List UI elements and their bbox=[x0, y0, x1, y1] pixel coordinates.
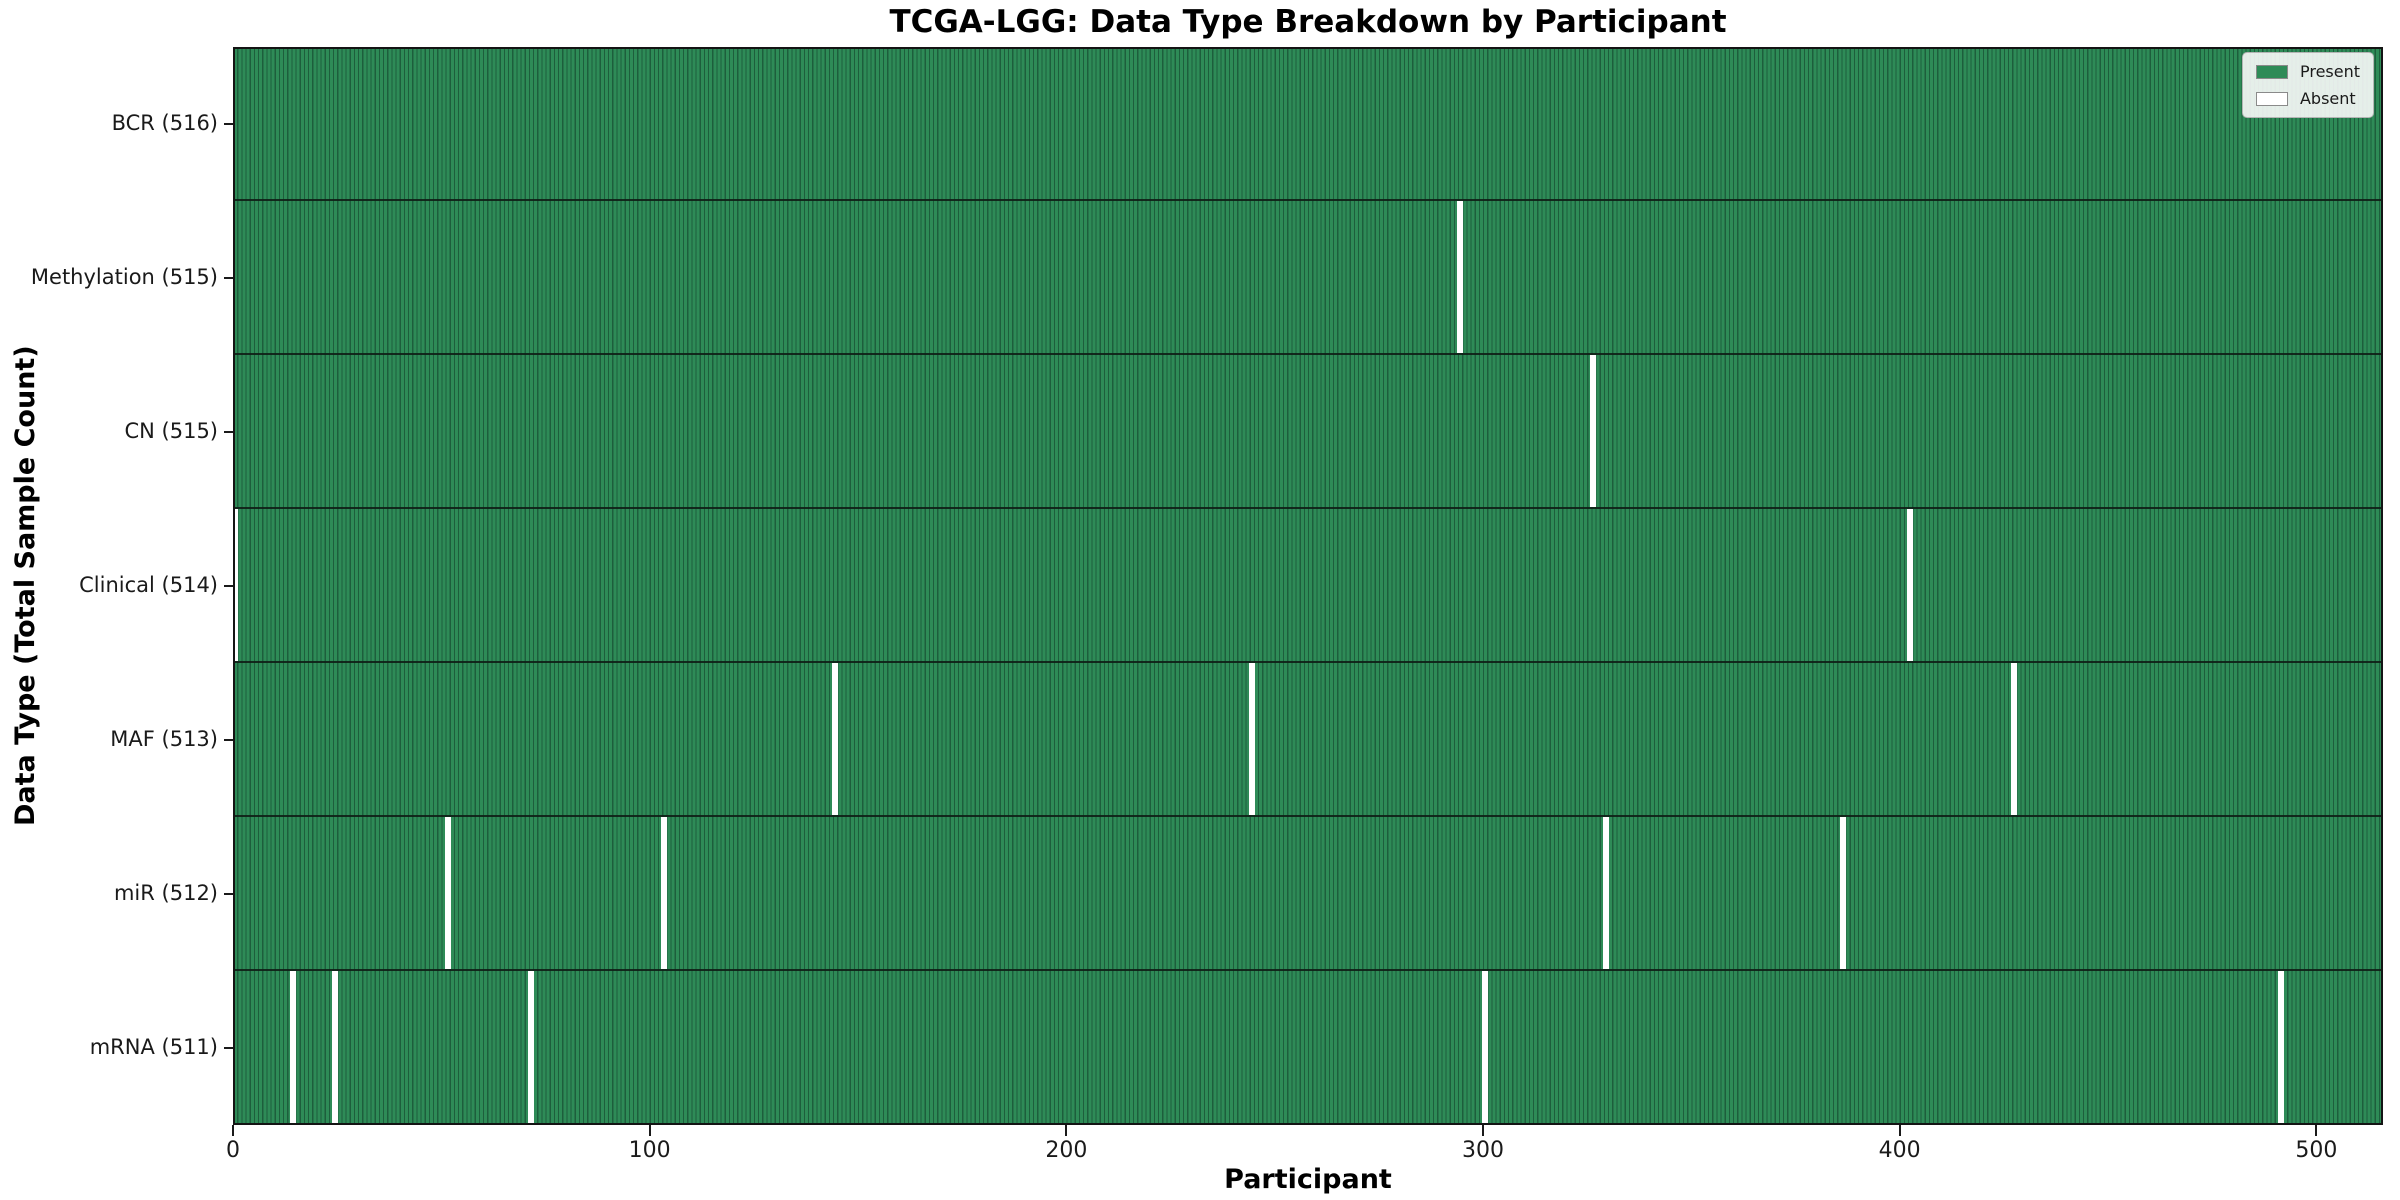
heatmap-row bbox=[233, 817, 2383, 971]
x-tick-mark bbox=[1898, 1125, 1901, 1136]
x-tick-label: 400 bbox=[1878, 1138, 1921, 1163]
absent-gap bbox=[1482, 971, 1489, 1125]
x-tick-mark bbox=[1065, 1125, 1068, 1136]
y-tick-mark bbox=[224, 123, 233, 125]
absent-gap bbox=[233, 509, 239, 661]
absent-gap bbox=[527, 971, 534, 1125]
x-axis-label: Participant bbox=[1224, 1164, 1392, 1195]
legend-entry: Present bbox=[2255, 62, 2360, 81]
x-tick-mark bbox=[2315, 1125, 2318, 1136]
y-tick-label: mRNA (511) bbox=[89, 1035, 218, 1059]
absent-gap bbox=[1602, 817, 1609, 969]
x-tick-mark bbox=[1482, 1125, 1484, 1136]
x-tick-label: 500 bbox=[2295, 1138, 2338, 1163]
heatmap-row bbox=[233, 47, 2383, 201]
x-tick-mark bbox=[648, 1125, 651, 1136]
x-tick-mark bbox=[232, 1125, 234, 1136]
heatmap-row bbox=[233, 509, 2383, 663]
y-tick-mark bbox=[224, 739, 233, 741]
chart-title: TCGA-LGG: Data Type Breakdown by Partici… bbox=[889, 4, 1727, 40]
x-tick-label: 200 bbox=[1045, 1138, 1088, 1163]
y-tick-mark bbox=[224, 585, 233, 587]
absent-gap bbox=[444, 817, 451, 969]
y-tick-label: BCR (516) bbox=[111, 111, 218, 135]
y-tick-label: Methylation (515) bbox=[30, 265, 218, 289]
x-tick-label: 0 bbox=[226, 1138, 240, 1163]
legend: Present Absent bbox=[2241, 52, 2374, 118]
plot-area bbox=[233, 47, 2383, 1125]
absent-gap bbox=[1248, 663, 1255, 815]
y-tick-mark bbox=[224, 277, 233, 279]
absent-gap bbox=[1840, 817, 1847, 969]
legend-label: Present bbox=[2299, 62, 2360, 81]
y-tick-mark bbox=[224, 893, 233, 895]
legend-swatch-present bbox=[2255, 64, 2288, 79]
absent-gap bbox=[332, 971, 339, 1125]
heatmap-row bbox=[233, 201, 2383, 355]
heatmap-row bbox=[233, 355, 2383, 509]
absent-gap bbox=[2277, 971, 2284, 1125]
heatmap-row bbox=[233, 971, 2383, 1125]
absent-gap bbox=[1590, 355, 1597, 507]
absent-gap bbox=[1457, 201, 1464, 353]
absent-gap bbox=[2011, 663, 2018, 815]
absent-gap bbox=[290, 971, 297, 1125]
y-tick-mark bbox=[224, 431, 233, 433]
y-tick-mark bbox=[224, 1047, 233, 1049]
absent-gap bbox=[832, 663, 839, 815]
absent-gap bbox=[1907, 509, 1914, 661]
x-tick-label: 100 bbox=[628, 1138, 671, 1163]
y-tick-label: Clinical (514) bbox=[79, 573, 218, 597]
legend-swatch-absent bbox=[2255, 91, 2288, 106]
legend-entry: Absent bbox=[2255, 89, 2360, 108]
heatmap-row bbox=[233, 663, 2383, 817]
absent-gap bbox=[661, 817, 668, 969]
y-tick-label: CN (515) bbox=[124, 419, 218, 443]
legend-label: Absent bbox=[2299, 89, 2356, 108]
x-tick-label: 300 bbox=[1462, 1138, 1504, 1163]
y-tick-label: MAF (513) bbox=[110, 727, 218, 751]
y-tick-label: miR (512) bbox=[113, 881, 218, 905]
